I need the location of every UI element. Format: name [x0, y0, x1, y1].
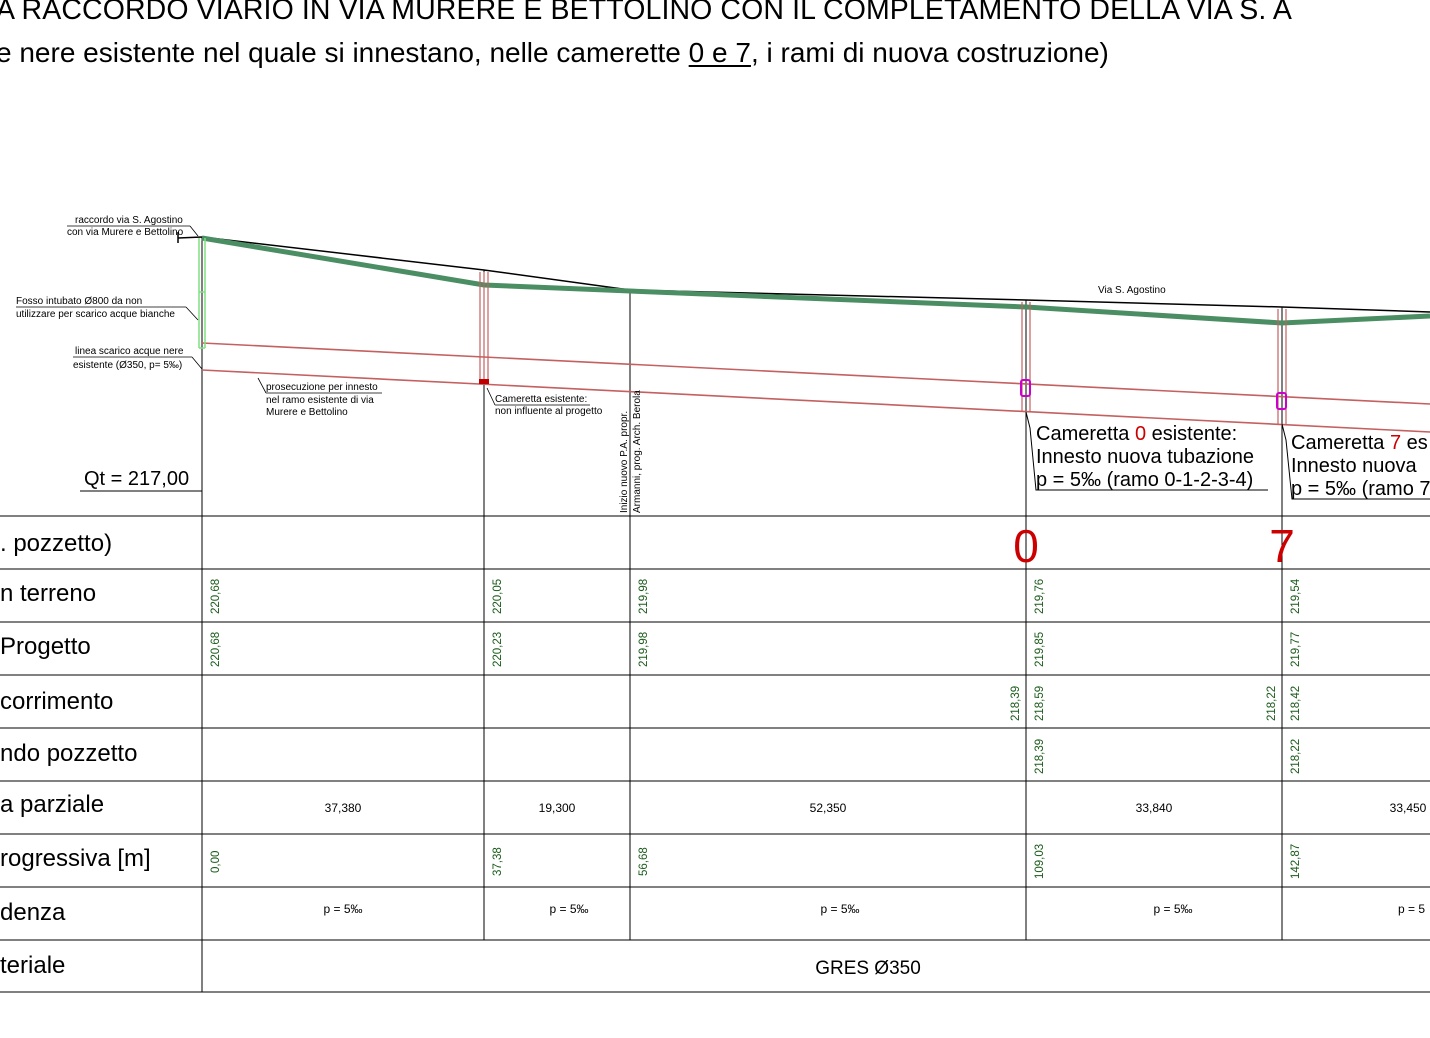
- svg-text:218,42: 218,42: [1290, 686, 1302, 721]
- svg-text:19,300: 19,300: [539, 801, 576, 815]
- svg-text:37,38: 37,38: [492, 847, 504, 876]
- title-line-2-start: e nere esistente nel quale si innestano,…: [0, 37, 689, 68]
- svg-text:p = 5‰ (ramo 0-1-2-3-4): p = 5‰ (ramo 0-1-2-3-4): [1036, 469, 1253, 491]
- svg-text:p = 5‰: p = 5‰: [549, 902, 588, 916]
- row-label-pendenza: denza: [0, 899, 66, 926]
- svg-text:Murere e Bettolino: Murere e Bettolino: [266, 407, 348, 418]
- svg-text:219,85: 219,85: [1034, 632, 1046, 667]
- existing-pipe-lower: [201, 369, 1430, 433]
- svg-text:prosecuzione per innesto: prosecuzione per innesto: [266, 382, 378, 393]
- svg-text:linea scarico acque nere: linea scarico acque nere: [75, 346, 184, 357]
- svg-text:33,450: 33,450: [1390, 801, 1427, 815]
- svg-text:218,39: 218,39: [1034, 739, 1046, 774]
- terreno-values: 220,68 220,05 219,98 219,76 219,54: [210, 578, 1302, 614]
- svg-text:Cameretta 0 esistente:: Cameretta 0 esistente:: [1036, 423, 1237, 445]
- svg-text:218,22: 218,22: [1290, 739, 1302, 774]
- svg-text:non influente al progetto: non influente al progetto: [495, 406, 603, 417]
- svg-text:Innesto nuova: Innesto nuova: [1291, 455, 1418, 477]
- svg-text:con via Murere e Bettolino: con via Murere e Bettolino: [67, 227, 184, 238]
- svg-text:p = 5‰: p = 5‰: [323, 902, 362, 916]
- svg-text:220,05: 220,05: [492, 579, 504, 614]
- profile-table-grid: [0, 515, 1430, 993]
- svg-text:0,00: 0,00: [210, 851, 222, 873]
- svg-text:219,98: 219,98: [638, 579, 650, 614]
- svg-text:219,76: 219,76: [1034, 579, 1046, 614]
- progetto-values: 220,68 220,23 219,98 219,85 219,77: [210, 632, 1302, 667]
- svg-text:esistente (Ø350, p= 5‰): esistente (Ø350, p= 5‰): [73, 360, 182, 371]
- road-name-label: Via S. Agostino: [1098, 285, 1166, 296]
- row-label-fondo: ndo pozzetto: [0, 740, 137, 767]
- parziale-values: 37,380 19,300 52,350 33,840 33,450: [325, 801, 1427, 815]
- svg-text:218,59: 218,59: [1034, 686, 1046, 721]
- svg-text:219,77: 219,77: [1290, 632, 1302, 667]
- svg-text:219,54: 219,54: [1290, 578, 1302, 614]
- drawing-title-line-1: A RACCORDO VIARIO IN VIA MURERE E BETTOL…: [0, 0, 1292, 26]
- annotation-cameretta-esistente: Cameretta esistente: non influente al pr…: [486, 387, 603, 417]
- annotation-raccordo: raccordo via S. Agostino con via Murere …: [67, 215, 199, 238]
- annotation-linea-scarico: linea scarico acque nere esistente (Ø350…: [73, 346, 203, 371]
- svg-text:utilizzare per scarico acque b: utilizzare per scarico acque bianche: [16, 309, 175, 320]
- project-road-profile: [201, 235, 1430, 326]
- drawing-title-line-2: e nere esistente nel quale si innestano,…: [0, 37, 1109, 69]
- progressiva-values: 0,00 37,38 56,68 109,03 142,87: [210, 844, 1302, 879]
- existing-pipe-upper: [201, 342, 1430, 405]
- svg-text:Cameretta 7 es: Cameretta 7 es: [1291, 432, 1428, 454]
- svg-text:142,87: 142,87: [1290, 844, 1302, 879]
- row-label-terreno: n terreno: [0, 580, 96, 607]
- ground-profile-line: [177, 236, 1430, 313]
- row-label-progressiva: rogressiva [m]: [0, 845, 151, 872]
- svg-text:218,22: 218,22: [1266, 686, 1278, 721]
- svg-text:raccordo via S. Agostino: raccordo via S. Agostino: [75, 215, 183, 226]
- materiale-value: GRES Ø350: [815, 958, 921, 979]
- fosso-intubato: [198, 238, 206, 349]
- row-label-parziale: a parziale: [0, 791, 104, 818]
- svg-text:p = 5‰: p = 5‰: [820, 902, 859, 916]
- annotation-inizio-pa: Inizio nuovo P.A. propr. Armanni, prog. …: [619, 390, 643, 513]
- pozzetto-number-0: 0: [1013, 520, 1039, 572]
- svg-text:220,68: 220,68: [210, 632, 222, 667]
- svg-text:Cameretta esistente:: Cameretta esistente:: [495, 394, 587, 405]
- svg-text:Inizio nuovo P.A. propr.: Inizio nuovo P.A. propr.: [619, 411, 630, 513]
- annotation-cameretta-0: Cameretta 0 esistente: Innesto nuova tub…: [1025, 411, 1268, 491]
- svg-text:nel ramo esistente di via: nel ramo esistente di via: [266, 395, 374, 406]
- svg-text:219,98: 219,98: [638, 632, 650, 667]
- svg-text:Fosso intubato Ø800 da non: Fosso intubato Ø800 da non: [16, 296, 142, 307]
- pendenza-values: p = 5‰ p = 5‰ p = 5‰ p = 5‰ p = 5: [323, 902, 1425, 916]
- title-line-2-underlined: 0 e 7: [688, 37, 751, 68]
- row-label-materiale: teriale: [0, 952, 65, 979]
- manhole-existing-484: [479, 272, 489, 384]
- annotation-cameretta-7: Cameretta 7 es Innesto nuova p = 5‰ (ram…: [1281, 423, 1430, 500]
- annotation-fosso: Fosso intubato Ø800 da non utilizzare pe…: [16, 296, 199, 321]
- svg-text:p = 5‰ (ramo 7: p = 5‰ (ramo 7: [1291, 478, 1430, 500]
- table-row-labels: . pozzetto) n terreno Progetto corriment…: [0, 530, 151, 979]
- pozzetto-number-7: 7: [1269, 520, 1295, 572]
- title-line-2-end: , i rami di nuova costruzione): [750, 37, 1109, 68]
- svg-text:Innesto nuova tubazione: Innesto nuova tubazione: [1036, 446, 1254, 468]
- svg-text:56,68: 56,68: [638, 847, 650, 876]
- svg-text:220,23: 220,23: [492, 632, 504, 667]
- svg-text:p = 5‰: p = 5‰: [1153, 902, 1192, 916]
- svg-text:Armanni, prog. Arch. Berola: Armanni, prog. Arch. Berola: [632, 390, 643, 513]
- svg-text:52,350: 52,350: [810, 801, 847, 815]
- row-label-progetto: Progetto: [0, 633, 91, 660]
- svg-text:33,840: 33,840: [1136, 801, 1173, 815]
- svg-text:220,68: 220,68: [210, 579, 222, 614]
- fondo-values: 218,39 218,22: [1034, 739, 1302, 774]
- svg-text:p = 5: p = 5: [1398, 902, 1425, 916]
- svg-text:218,39: 218,39: [1010, 686, 1022, 721]
- svg-text:109,03: 109,03: [1034, 844, 1046, 879]
- row-label-pozzetto: . pozzetto): [0, 530, 112, 557]
- manhole-cameretta-7: [1276, 309, 1287, 424]
- reference-quota: Qt = 217,00: [80, 468, 203, 516]
- scorrimento-values: 218,39 218,59 218,22 218,42: [1010, 686, 1302, 721]
- svg-text:Qt = 217,00: Qt = 217,00: [84, 468, 189, 490]
- manhole-cameretta-0: [1020, 302, 1031, 412]
- svg-text:37,380: 37,380: [325, 801, 362, 815]
- annotation-prosecuzione: prosecuzione per innesto nel ramo esiste…: [257, 377, 382, 418]
- row-label-scorrimento: corrimento: [0, 688, 113, 715]
